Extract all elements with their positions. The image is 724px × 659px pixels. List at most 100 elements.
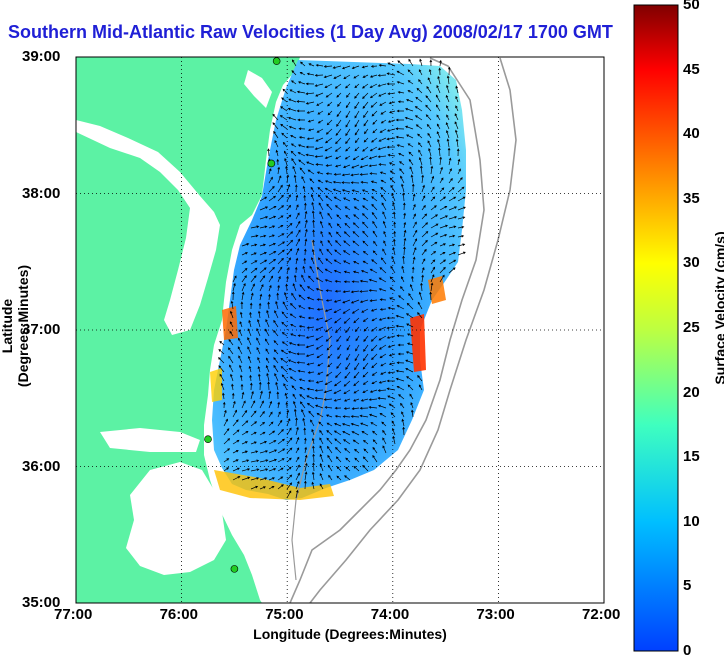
- velocity-vector: [353, 198, 360, 202]
- velocity-vector: [371, 259, 378, 265]
- velocity-vector: [389, 110, 396, 114]
- velocity-vector: [368, 405, 378, 409]
- velocity-vector: [241, 291, 245, 301]
- velocity-vector: [324, 155, 333, 159]
- velocity-vector: [369, 83, 378, 88]
- velocity-vector: [277, 241, 286, 247]
- colorbar-tick-label: 10: [683, 512, 700, 530]
- velocity-vector: [310, 186, 315, 193]
- velocity-vector: [353, 317, 360, 324]
- velocity-vector: [250, 468, 260, 472]
- velocity-vector: [316, 171, 324, 175]
- velocity-vector: [345, 326, 351, 333]
- velocity-vector: [400, 402, 405, 409]
- velocity-vector: [336, 475, 342, 481]
- velocity-vector: [407, 69, 414, 76]
- velocity-vector: [408, 151, 414, 157]
- velocity-vector: [258, 302, 262, 310]
- velocity-vector: [362, 250, 369, 256]
- velocity-vector: [325, 137, 333, 144]
- velocity-vector: [264, 338, 270, 346]
- velocity-vector: [336, 92, 342, 98]
- velocity-vector: [316, 128, 324, 133]
- velocity-vector: [421, 184, 425, 193]
- velocity-vector: [318, 421, 324, 427]
- velocity-vector: [304, 202, 307, 211]
- velocity-vector: [286, 194, 291, 202]
- velocity-vector: [268, 284, 272, 292]
- velocity-vector: [324, 187, 333, 193]
- velocity-vector: [268, 205, 277, 211]
- velocity-vector: [258, 381, 262, 391]
- velocity-vector: [277, 249, 285, 256]
- velocity-vector: [315, 137, 324, 142]
- velocity-vector: [259, 421, 266, 427]
- velocity-vector: [333, 398, 342, 402]
- velocity-vector: [344, 222, 351, 229]
- velocity-vector: [343, 380, 351, 387]
- velocity-vector: [333, 389, 342, 394]
- velocity-vector: [223, 428, 230, 436]
- velocity-vector: [304, 238, 308, 247]
- velocity-vector: [362, 221, 369, 229]
- velocity-vector: [407, 90, 414, 94]
- velocity-vector: [378, 92, 387, 97]
- velocity-vector: [312, 219, 315, 229]
- velocity-vector: [291, 158, 297, 166]
- velocity-vector: [231, 392, 235, 400]
- velocity-vector: [369, 74, 378, 78]
- velocity-vector: [378, 277, 387, 283]
- velocity-vector: [266, 372, 270, 382]
- velocity-vector: [447, 66, 451, 76]
- velocity-vector: [305, 101, 315, 105]
- velocity-vector: [368, 278, 378, 283]
- velocity-vector: [310, 257, 315, 265]
- velocity-vector: [457, 168, 461, 175]
- velocity-vector: [314, 389, 324, 392]
- velocity-vector: [241, 409, 248, 418]
- velocity-vector: [268, 477, 275, 481]
- velocity-vector: [395, 135, 405, 139]
- radar-station-marker: [267, 159, 276, 168]
- velocity-vector: [324, 308, 333, 312]
- velocity-vector: [250, 410, 257, 418]
- plot-frame: [75, 56, 605, 604]
- velocity-vector: [238, 355, 243, 364]
- velocity-vector: [249, 302, 253, 310]
- velocity-vector: [341, 65, 351, 70]
- velocity-vector: [291, 59, 297, 67]
- velocity-vector: [274, 373, 279, 382]
- velocity-vector: [259, 251, 267, 256]
- velocity-vector: [323, 74, 333, 79]
- velocity-vector: [304, 446, 308, 454]
- velocity-vector: [354, 353, 360, 362]
- velocity-vector: [382, 437, 387, 445]
- velocity-vector: [403, 212, 406, 220]
- velocity-vector: [335, 164, 342, 168]
- velocity-vector: [273, 330, 279, 337]
- velocity-vector: [446, 114, 450, 121]
- velocity-vector: [405, 107, 414, 112]
- velocity-vector: [259, 450, 269, 454]
- velocity-vector: [420, 165, 423, 175]
- velocity-vector: [292, 165, 297, 175]
- velocity-vector: [267, 301, 270, 310]
- velocity-vector: [400, 286, 405, 292]
- velocity-vector: [345, 119, 351, 128]
- velocity-vector: [259, 284, 264, 292]
- velocity-vector: [371, 203, 378, 211]
- velocity-vector: [311, 248, 315, 256]
- velocity-vector: [334, 380, 342, 387]
- velocity-vector: [343, 407, 351, 410]
- velocity-vector: [406, 323, 414, 328]
- velocity-vector: [304, 480, 307, 490]
- velocity-vector: [241, 252, 248, 256]
- velocity-vector: [277, 429, 284, 436]
- velocity-vector: [273, 319, 279, 328]
- velocity-vector: [317, 194, 324, 202]
- velocity-vector: [363, 335, 369, 342]
- velocity-vector: [298, 294, 306, 301]
- velocity-vector: [299, 394, 306, 400]
- velocity-vector: [317, 362, 324, 367]
- velocity-vector: [326, 119, 333, 126]
